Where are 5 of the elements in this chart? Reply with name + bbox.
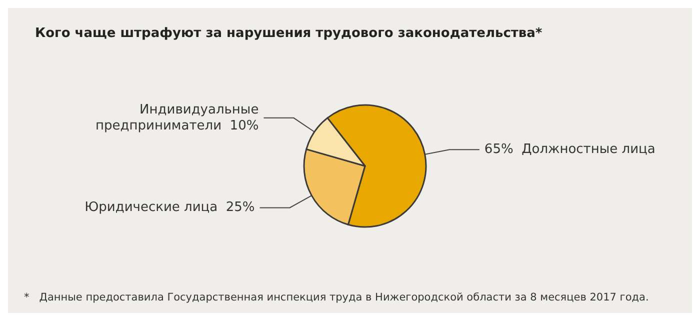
slice-label: 65% Должностные лица	[484, 142, 656, 158]
text: * Данные предоставила Государственная инспекция труда в Нижегородской области за 8 месяцев 2017 года.	[24, 292, 649, 304]
slice-label: Юридические лица 25%	[84, 200, 255, 216]
slice-label: Индивидуальные предприниматели 10%	[96, 102, 259, 134]
chart-title: Кого чаще штрафуют за нарушения трудового законодательства*	[35, 26, 542, 41]
